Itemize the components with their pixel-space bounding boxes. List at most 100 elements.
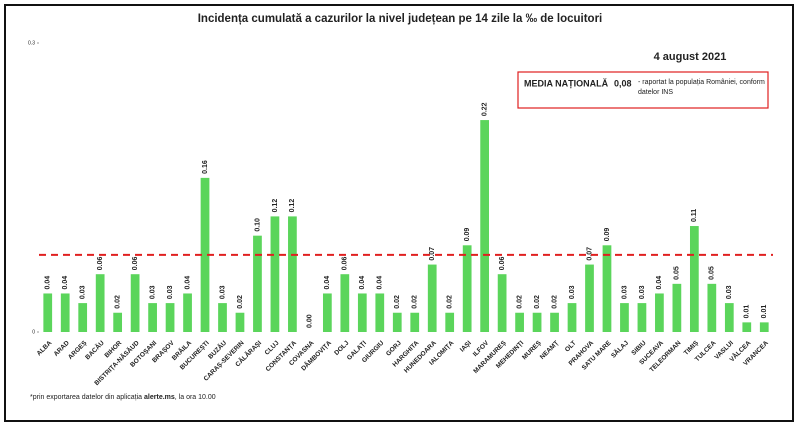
value-label: 0.07 bbox=[429, 247, 436, 261]
value-label: 0.04 bbox=[656, 276, 663, 290]
bar bbox=[113, 312, 123, 332]
x-tick-label: ALBA bbox=[36, 339, 54, 357]
value-label: 0.04 bbox=[377, 276, 384, 290]
footnote-bold: alerte.ms bbox=[144, 394, 175, 401]
bar bbox=[253, 235, 262, 332]
bar bbox=[462, 245, 472, 332]
value-label: 0.02 bbox=[237, 295, 244, 309]
bar bbox=[550, 312, 559, 332]
value-label: 0.04 bbox=[62, 276, 69, 290]
value-label: 0.04 bbox=[184, 276, 191, 290]
value-label: 0.06 bbox=[342, 256, 349, 270]
value-label: 0.09 bbox=[604, 228, 611, 242]
value-label: 0.03 bbox=[219, 285, 226, 299]
bar bbox=[148, 303, 157, 332]
bar bbox=[602, 245, 612, 332]
bar bbox=[78, 303, 88, 332]
y-tick-label: 0.3 bbox=[28, 40, 35, 46]
value-label: 0.02 bbox=[447, 295, 454, 309]
value-label: 0.16 bbox=[202, 160, 209, 174]
value-label: 0.12 bbox=[289, 199, 296, 213]
bar bbox=[532, 312, 542, 332]
bar bbox=[567, 303, 577, 332]
bar bbox=[60, 293, 70, 332]
frame bbox=[4, 4, 794, 422]
value-label: 0.01 bbox=[744, 305, 751, 319]
bar bbox=[637, 303, 647, 332]
bar bbox=[375, 293, 385, 332]
bar bbox=[340, 274, 350, 332]
bar bbox=[585, 264, 594, 332]
bar bbox=[270, 216, 280, 332]
bar bbox=[689, 226, 699, 332]
bar bbox=[759, 322, 769, 332]
value-label: 0.03 bbox=[726, 285, 733, 299]
bar bbox=[410, 312, 420, 332]
value-label: 0.02 bbox=[114, 295, 121, 309]
value-label: 0.02 bbox=[394, 295, 401, 309]
bar bbox=[655, 293, 664, 332]
bar bbox=[183, 293, 192, 332]
annotation-value: 0,08 bbox=[614, 78, 632, 88]
bar bbox=[707, 283, 717, 332]
annotation-text: - raportat la populația României, confor… bbox=[638, 79, 765, 96]
x-tick-label: TELEORMAN bbox=[648, 339, 682, 373]
x-tick-label: NEAMȚ bbox=[539, 340, 560, 361]
value-label: 0.02 bbox=[516, 295, 523, 309]
x-tick-label: BACĂU bbox=[83, 338, 106, 361]
bar bbox=[235, 312, 245, 332]
chart-title: Incidența cumulată a cazurilor la nivel … bbox=[198, 13, 603, 25]
value-label: 0.06 bbox=[499, 256, 506, 270]
value-label: 0.04 bbox=[359, 276, 366, 290]
bar bbox=[515, 312, 524, 332]
bar bbox=[357, 293, 367, 332]
bar bbox=[322, 293, 332, 332]
footnote-after: , la ora 10.00 bbox=[175, 394, 216, 401]
annotation-wrap: - raportat la populația României, confor… bbox=[638, 79, 765, 96]
value-label: 0.02 bbox=[551, 295, 558, 309]
value-label: 0.09 bbox=[464, 228, 471, 242]
footnote: *prin exportarea datelor din aplicația a… bbox=[30, 394, 216, 401]
value-label: 0.02 bbox=[534, 295, 541, 309]
value-label: 0.04 bbox=[45, 276, 52, 290]
value-label: 0.04 bbox=[324, 276, 331, 290]
bar bbox=[427, 264, 437, 332]
annotation-label: MEDIA NAȚIONALĂ bbox=[524, 78, 609, 88]
bar bbox=[742, 322, 752, 332]
value-label: 0.01 bbox=[761, 305, 768, 319]
bar bbox=[95, 274, 105, 332]
value-label: 0.10 bbox=[254, 218, 261, 232]
bar bbox=[130, 274, 140, 332]
value-label: 0.11 bbox=[691, 209, 698, 222]
bar bbox=[724, 303, 734, 332]
bar bbox=[288, 216, 297, 332]
value-label: 0.00 bbox=[307, 314, 314, 328]
value-label: 0.03 bbox=[149, 285, 156, 299]
date: 4 august 2021 bbox=[654, 51, 727, 63]
value-label: 0.22 bbox=[481, 102, 488, 116]
bar bbox=[218, 303, 227, 332]
value-label: 0.02 bbox=[412, 295, 419, 309]
value-label: 0.03 bbox=[639, 285, 646, 299]
bar bbox=[445, 312, 455, 332]
value-label: 0.03 bbox=[167, 285, 174, 299]
bar bbox=[480, 120, 490, 332]
x-tick-label: IAȘI bbox=[459, 340, 473, 354]
y-tick-label: 0 bbox=[32, 329, 35, 335]
value-label: 0.06 bbox=[132, 256, 139, 270]
x-tick-label: SĂLAJ bbox=[609, 338, 631, 360]
value-label: 0.03 bbox=[569, 285, 576, 299]
bar bbox=[620, 303, 629, 332]
x-tick-label: OLT bbox=[564, 340, 578, 354]
bar bbox=[497, 274, 507, 332]
annotation-box bbox=[517, 71, 769, 109]
bar bbox=[392, 312, 402, 332]
bar bbox=[200, 177, 210, 332]
bar bbox=[165, 303, 175, 332]
value-label: 0.05 bbox=[709, 266, 716, 280]
value-label: 0.05 bbox=[674, 266, 681, 280]
value-label: 0.07 bbox=[586, 247, 593, 261]
footnote-before: *prin exportarea datelor din aplicația bbox=[30, 394, 142, 401]
value-label: 0.03 bbox=[80, 285, 87, 299]
